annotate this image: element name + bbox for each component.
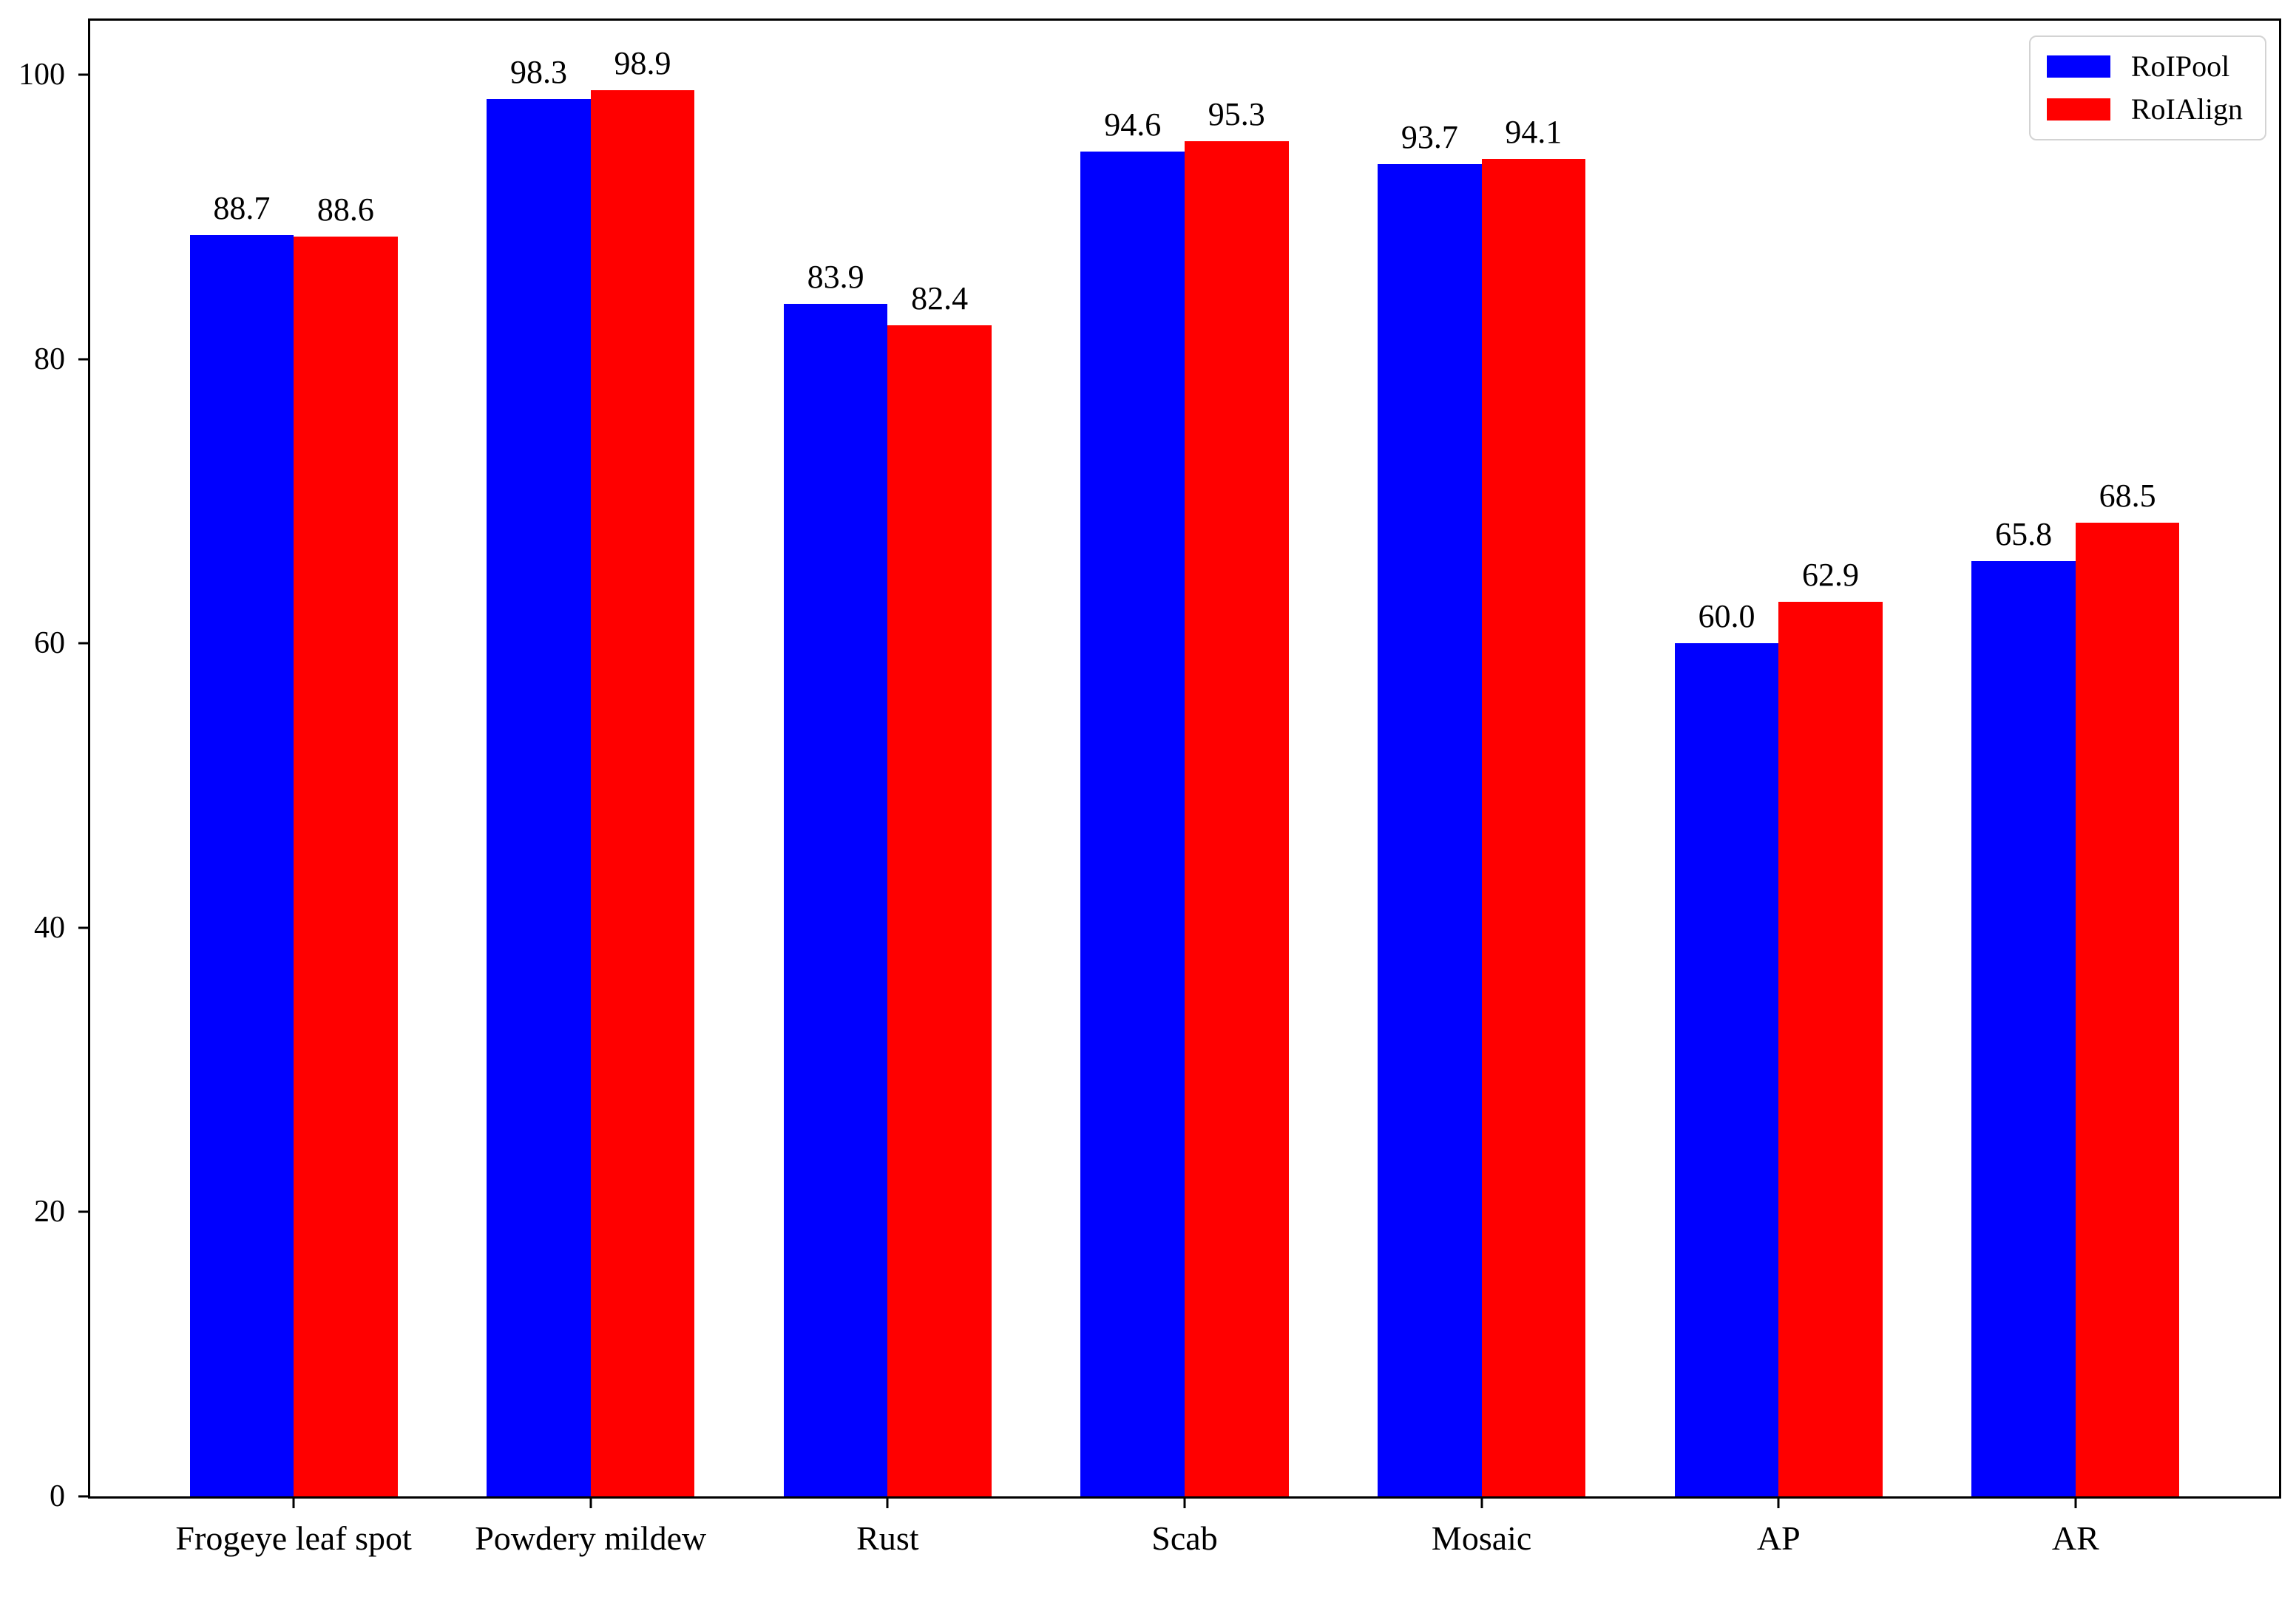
bar-roipool-rust — [783, 303, 888, 1496]
value-label-roialign-powdery-mildew: 98.9 — [614, 45, 671, 82]
bar-roipool-scab — [1080, 151, 1185, 1496]
legend: RoIPool RoIAlign — [2028, 35, 2266, 140]
x-tick-label-ar: AR — [2051, 1519, 2099, 1557]
value-label-roipool-ap: 60.0 — [1698, 598, 1755, 635]
y-tick-label-80: 80 — [34, 342, 65, 376]
bar-roialign-powdery-mildew — [590, 90, 695, 1496]
x-tick-mark-scab — [1183, 1496, 1186, 1508]
y-tick-mark-40 — [78, 926, 90, 929]
value-label-roialign-scab: 95.3 — [1208, 96, 1265, 133]
bar-roipool-ar — [1971, 560, 2076, 1496]
x-tick-mark-powdery-mildew — [589, 1496, 592, 1508]
value-label-roipool-mosaic: 93.7 — [1401, 119, 1458, 156]
bar-roialign-frogeye-leaf-spot — [294, 237, 398, 1496]
x-tick-mark-frogeye-leaf-spot — [292, 1496, 295, 1508]
value-label-roipool-powdery-mildew: 98.3 — [509, 53, 567, 90]
legend-swatch-roialign — [2046, 98, 2110, 121]
value-label-roialign-ar: 68.5 — [2099, 477, 2156, 514]
x-tick-mark-rust — [886, 1496, 889, 1508]
x-tick-label-scab: Scab — [1151, 1519, 1218, 1557]
y-tick-mark-100 — [78, 73, 90, 76]
y-tick-label-100: 100 — [18, 58, 65, 92]
plot-area: 88.7 98.3 83.9 94.6 93.7 60.0 65.8 88.6 98.9 82.4… — [18, 18, 2281, 1556]
value-label-roipool-rust: 83.9 — [807, 258, 864, 295]
x-tick-label-mosaic: Mosaic — [1431, 1519, 1532, 1557]
value-label-roipool-frogeye-leaf-spot: 88.7 — [213, 190, 271, 227]
y-tick-label-60: 60 — [34, 626, 65, 661]
value-label-roialign-mosaic: 94.1 — [1505, 113, 1562, 150]
y-tick-mark-20 — [78, 1210, 90, 1213]
y-tick-mark-60 — [78, 642, 90, 645]
legend-item-roialign: RoIAlign — [2046, 92, 2243, 126]
bar-roipool-powdery-mildew — [487, 98, 591, 1496]
x-tick-mark-ap — [1777, 1496, 1780, 1508]
x-tick-label-frogeye-leaf-spot: Frogeye leaf spot — [175, 1519, 412, 1557]
y-tick-label-40: 40 — [34, 910, 65, 945]
value-label-roialign-ap: 62.9 — [1802, 557, 1860, 594]
y-tick-label-20: 20 — [34, 1195, 65, 1229]
y-tick-mark-80 — [78, 358, 90, 361]
bar-roialign-rust — [887, 325, 992, 1496]
legend-item-roipool: RoIPool — [2046, 50, 2243, 83]
y-tick-mark-0 — [78, 1495, 90, 1498]
x-tick-label-rust: Rust — [856, 1519, 919, 1557]
x-tick-mark-mosaic — [1480, 1496, 1483, 1508]
bar-roipool-ap — [1674, 643, 1779, 1496]
x-tick-label-powdery-mildew: Powdery mildew — [475, 1519, 707, 1557]
value-label-roialign-rust: 82.4 — [911, 279, 969, 316]
x-tick-mark-ar — [2074, 1496, 2077, 1508]
bar-roialign-scab — [1185, 141, 1289, 1496]
x-tick-label-ap: AP — [1756, 1519, 1801, 1557]
value-label-roipool-ar: 65.8 — [1995, 515, 2053, 552]
y-tick-label-0: 0 — [50, 1479, 65, 1513]
value-label-roialign-frogeye-leaf-spot: 88.6 — [316, 191, 374, 228]
bar-roipool-mosaic — [1378, 164, 1482, 1496]
legend-swatch-roipool — [2046, 55, 2110, 78]
value-label-roipool-scab: 94.6 — [1104, 106, 1162, 143]
legend-label-roipool: RoIPool — [2130, 50, 2230, 83]
legend-label-roialign: RoIAlign — [2130, 92, 2243, 126]
bar-roialign-ap — [1778, 602, 1883, 1496]
bar-roialign-mosaic — [1481, 158, 1586, 1496]
bar-roialign-ar — [2075, 522, 2180, 1496]
bar-roipool-frogeye-leaf-spot — [189, 235, 294, 1496]
